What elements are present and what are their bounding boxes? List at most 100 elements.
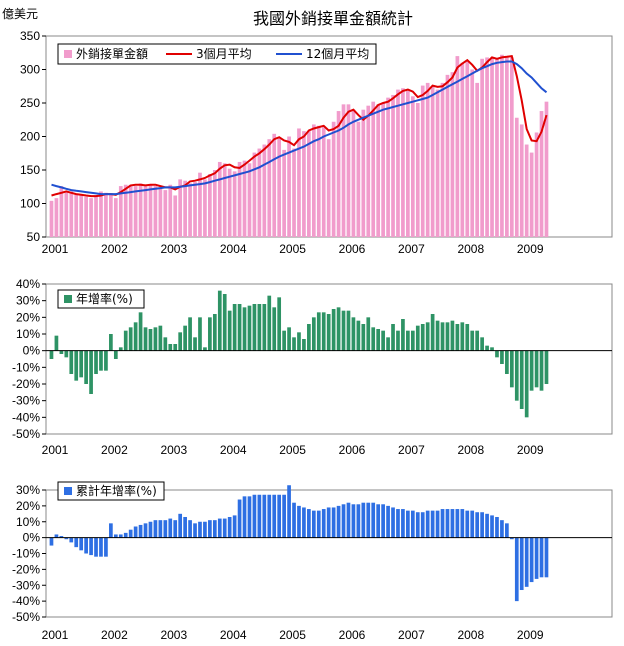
bar — [148, 329, 153, 351]
y-tick-label: 350 — [20, 29, 40, 43]
bar — [371, 101, 376, 237]
x-tick-label: 2001 — [42, 443, 69, 457]
bar — [69, 537, 74, 543]
y-tick-label: 150 — [20, 163, 40, 177]
bar — [282, 330, 286, 351]
x-tick-label: 2007 — [398, 628, 425, 642]
bar — [257, 304, 262, 351]
bar — [188, 317, 192, 351]
bar — [64, 537, 69, 540]
bar — [519, 124, 524, 237]
bar — [94, 195, 98, 237]
bar — [212, 170, 217, 237]
bar — [99, 191, 103, 237]
bar — [539, 537, 544, 578]
legend — [57, 289, 145, 309]
bar — [401, 319, 405, 351]
bar — [113, 534, 118, 538]
bar — [123, 532, 128, 538]
bar — [163, 337, 168, 351]
bar — [173, 520, 178, 538]
x-tick-label: 2001 — [42, 628, 69, 642]
bar — [128, 327, 133, 351]
bar — [539, 111, 544, 237]
y-tick-label: 10% — [16, 515, 40, 529]
y-tick-label: -50% — [12, 610, 40, 624]
legend-entry: 年增率(%) — [76, 291, 133, 306]
bar — [262, 304, 267, 351]
y-tick-label: -20% — [12, 377, 40, 391]
legend-entry: 累計年增率(%) — [76, 483, 157, 498]
bar — [178, 179, 183, 237]
bar — [371, 327, 376, 351]
bar — [490, 57, 494, 237]
bar — [307, 509, 311, 538]
bar — [475, 330, 480, 351]
chart-panel-1 — [42, 35, 613, 238]
bar — [138, 524, 143, 538]
bar — [495, 58, 499, 237]
bar — [509, 57, 514, 237]
bar — [415, 512, 420, 538]
bar — [544, 537, 549, 578]
bar — [396, 330, 400, 351]
bar — [203, 347, 207, 351]
y-tick-label: 250 — [20, 96, 40, 110]
bar — [311, 124, 316, 237]
x-tick-label: 2006 — [339, 628, 366, 642]
bar — [356, 121, 361, 237]
bar — [376, 104, 381, 237]
bar — [277, 297, 282, 351]
bar — [118, 186, 123, 237]
bar — [208, 317, 212, 351]
x-tick-label: 2007 — [398, 242, 425, 256]
bar — [450, 509, 455, 538]
bar — [430, 510, 435, 538]
bar — [133, 526, 138, 538]
bar — [445, 74, 450, 237]
bar — [227, 516, 232, 538]
bar — [460, 509, 465, 538]
bar — [242, 160, 247, 237]
bar — [163, 190, 168, 237]
bar — [252, 494, 257, 538]
y-tick-label: -30% — [12, 394, 40, 408]
y-tick-label: 100 — [20, 197, 40, 211]
bar — [505, 523, 509, 538]
bar — [287, 136, 291, 237]
bar — [485, 57, 489, 237]
bar — [257, 148, 262, 237]
bar — [519, 537, 524, 591]
bar — [302, 339, 306, 351]
bar — [282, 494, 286, 538]
bar — [529, 350, 534, 391]
bar — [500, 520, 504, 538]
bar — [406, 90, 410, 237]
legend — [57, 481, 165, 501]
bar — [193, 523, 197, 538]
bar — [89, 537, 93, 556]
x-tick-label: 2003 — [160, 628, 187, 642]
bar — [282, 149, 286, 237]
bar — [351, 109, 356, 237]
bar — [212, 314, 217, 351]
y-tick-label: 20% — [16, 499, 40, 513]
bar — [168, 344, 173, 351]
bar — [524, 537, 529, 587]
bar — [163, 520, 168, 538]
bar — [336, 111, 341, 237]
x-tick-label: 2004 — [220, 242, 247, 256]
legend-entry: 12個月平均 — [306, 47, 369, 61]
bar — [539, 350, 544, 391]
bar — [198, 317, 202, 351]
x-tick-label: 2005 — [279, 242, 306, 256]
bar — [143, 327, 148, 351]
bar — [64, 191, 69, 237]
bar — [307, 324, 311, 351]
bar — [104, 350, 108, 371]
legend-box — [57, 289, 145, 309]
bar — [544, 350, 549, 384]
x-tick-label: 2003 — [160, 242, 187, 256]
x-tick-label: 2005 — [279, 628, 306, 642]
bar — [480, 337, 484, 351]
